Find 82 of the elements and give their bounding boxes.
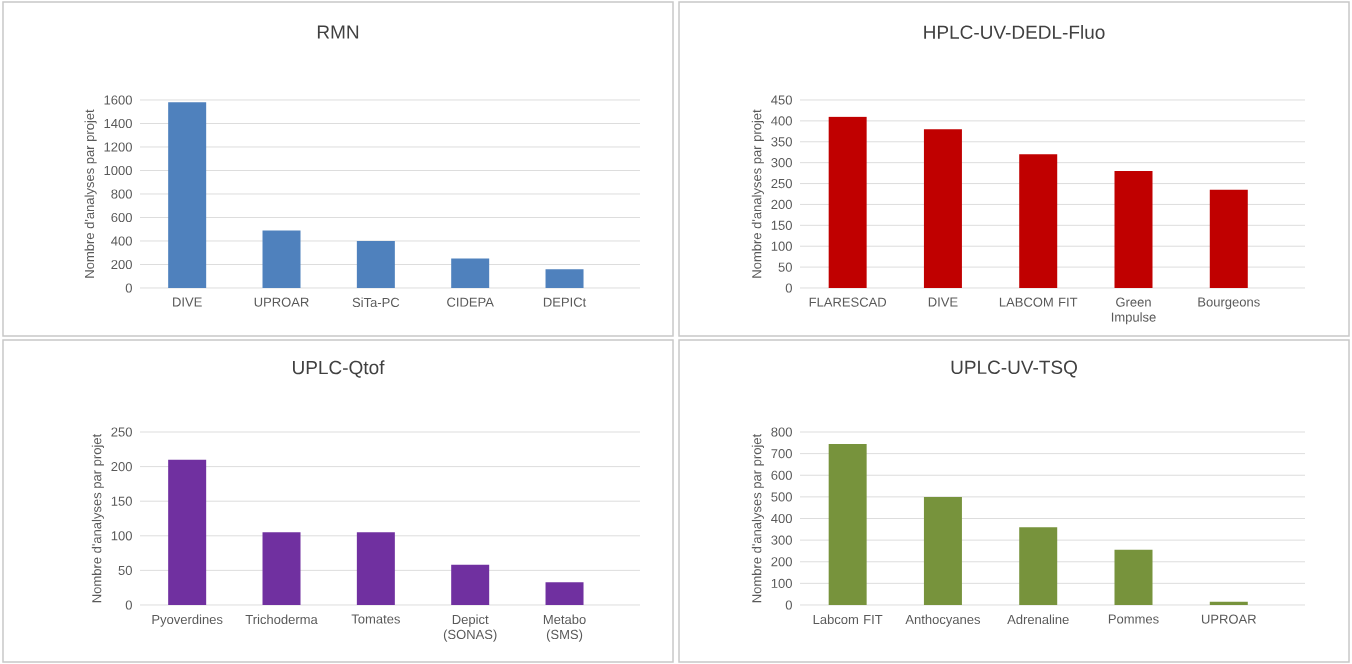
y-tick-label: 1400	[104, 118, 132, 129]
x-tick-label: Trichoderma	[245, 614, 318, 625]
bar	[923, 129, 962, 288]
bar	[1209, 189, 1248, 288]
x-tick-label: DIVE	[928, 297, 958, 307]
y-tick-label: 200	[771, 199, 792, 210]
y-tick-label: 150	[771, 220, 792, 230]
y-tick-label: 1600	[104, 95, 132, 105]
y-tick-label: 700	[771, 449, 792, 459]
x-tick-label: Adrenaline	[1007, 614, 1069, 625]
y-tick-label: 0	[125, 600, 132, 610]
y-tick-label: 200	[111, 259, 132, 270]
y-axis-title: Nombre d'analyses par projet	[91, 433, 104, 603]
bar	[1114, 549, 1153, 605]
bar	[451, 258, 490, 288]
y-tick-label: 150	[111, 496, 132, 506]
bar	[828, 443, 867, 605]
y-tick-label: 1000	[104, 165, 132, 176]
x-tick-label: Labcom FIT	[813, 614, 883, 625]
y-tick-label: 250	[771, 178, 792, 189]
y-tick-label: 1200	[104, 142, 132, 152]
bar	[168, 459, 207, 605]
bar	[1114, 171, 1153, 288]
bar	[168, 102, 207, 288]
x-tick-label: DEPICt	[543, 297, 587, 307]
y-tick-label: 0	[785, 600, 792, 610]
bar	[1019, 154, 1058, 288]
x-tick-label: Bourgeons	[1198, 297, 1260, 310]
chart-title: RMN	[317, 25, 359, 39]
y-tick-label: 600	[771, 470, 792, 480]
bar	[356, 240, 395, 288]
bar	[545, 582, 584, 605]
y-tick-label: 50	[778, 262, 792, 272]
bar	[545, 269, 584, 288]
y-tick-label: 350	[771, 137, 792, 147]
x-tick-label: FLARESCAD	[809, 297, 887, 307]
x-tick-label: LABCOM FIT	[999, 297, 1078, 307]
y-axis-title: Nombre d'analyses par projet	[751, 109, 764, 278]
y-tick-label: 600	[111, 212, 132, 223]
bar	[1209, 601, 1248, 605]
y-tick-label: 400	[771, 116, 792, 126]
y-tick-label: 200	[771, 557, 792, 567]
x-tick-label: UPROAR	[1201, 614, 1256, 624]
x-tick-label: Metabo (SMS)	[543, 614, 586, 642]
y-tick-label: 450	[771, 95, 792, 105]
x-tick-label: Anthocyanes	[905, 614, 981, 627]
y-tick-label: 50	[118, 565, 132, 575]
bar	[1019, 527, 1058, 605]
chart-title: HPLC-UV-DEDL-Fluo	[924, 25, 1105, 39]
y-tick-label: 800	[771, 427, 792, 437]
bar	[262, 532, 301, 605]
x-tick-label: DIVE	[173, 297, 202, 307]
x-tick-label: Tomates	[351, 614, 400, 624]
x-tick-label: UPROAR	[254, 297, 309, 307]
y-tick-label: 300	[771, 535, 792, 545]
x-tick-label: Pyoverdines	[152, 614, 223, 627]
y-tick-label: 400	[771, 513, 792, 524]
y-axis-title: Nombre d'analyses par projet	[84, 109, 97, 278]
bar	[356, 532, 395, 605]
chart-title: UPLC-UV-TSQ	[951, 360, 1077, 378]
x-tick-label: Green Impulse	[1111, 297, 1156, 325]
y-tick-label: 800	[111, 189, 132, 199]
x-tick-label: CIDEPA	[447, 297, 494, 307]
bar	[923, 496, 962, 605]
x-tick-label: SiTa-PC	[352, 297, 400, 308]
y-tick-label: 300	[771, 158, 792, 168]
y-axis-title: Nombre d'analyses par projet	[751, 433, 764, 603]
y-tick-label: 0	[785, 283, 792, 293]
y-tick-label: 500	[771, 492, 792, 502]
y-tick-label: 0	[125, 283, 132, 293]
bar	[262, 230, 301, 288]
y-tick-label: 250	[111, 427, 132, 437]
y-tick-label: 400	[111, 236, 132, 246]
y-tick-label: 100	[111, 531, 132, 541]
y-tick-label: 100	[771, 578, 792, 588]
y-tick-label: 200	[111, 462, 132, 472]
chart-title: UPLC-Qtof	[293, 360, 385, 378]
bar	[451, 564, 490, 605]
x-tick-label: Depict (SONAS)	[443, 614, 497, 642]
x-tick-label: Pommes	[1108, 614, 1159, 624]
y-tick-label: 100	[771, 241, 792, 251]
bar	[828, 116, 867, 288]
